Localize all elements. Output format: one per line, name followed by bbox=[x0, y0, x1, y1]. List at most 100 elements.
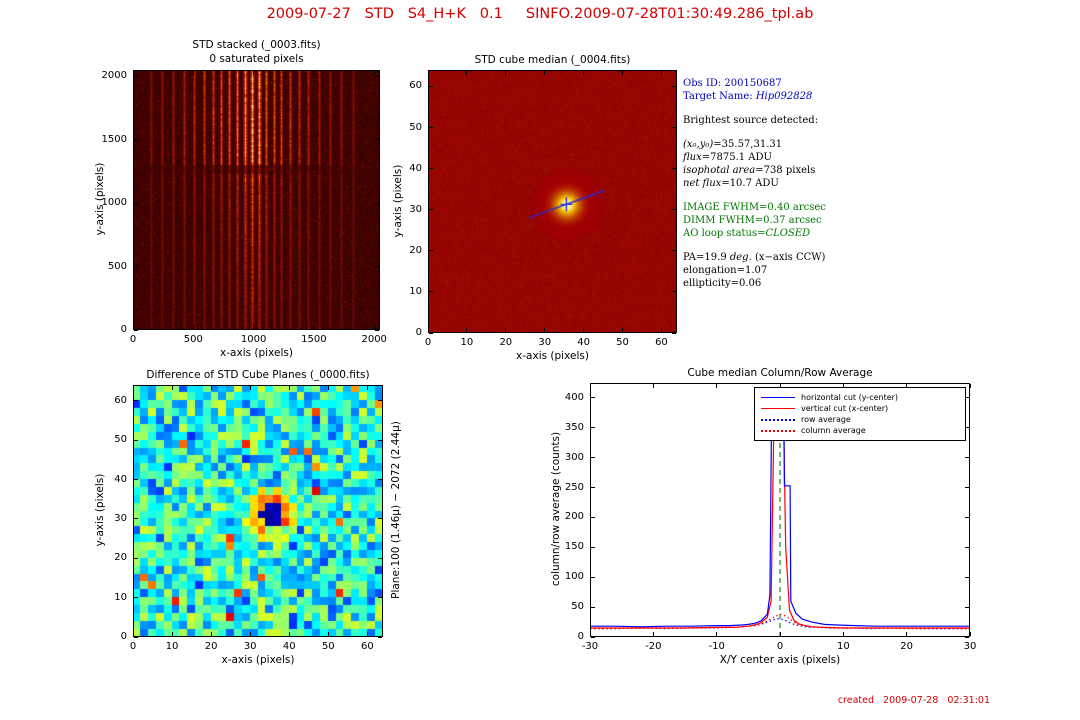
legend-row: row average bbox=[761, 414, 959, 425]
y-tick-mark bbox=[375, 329, 379, 331]
y-tick-label: 0 bbox=[415, 327, 422, 338]
y-tick-mark bbox=[378, 597, 382, 599]
x-tick-mark bbox=[544, 328, 546, 332]
y-tick-mark bbox=[134, 439, 138, 441]
y-tick-mark bbox=[134, 557, 138, 559]
y-tick-mark bbox=[672, 250, 676, 252]
legend-line-sample bbox=[761, 429, 795, 432]
x-tick-mark bbox=[132, 632, 134, 636]
x-tick-mark bbox=[249, 386, 251, 390]
y-tick-label: 40 bbox=[409, 162, 422, 174]
x-tick-mark bbox=[210, 386, 212, 390]
source-info-panel: Obs ID: 200150687 Target Name: Hip092828 B… bbox=[683, 77, 826, 290]
x-tick-mark bbox=[327, 386, 329, 390]
plane-difference-right-label: Plane:100 (1.46μ) − 2072 (2.44μ) bbox=[390, 421, 402, 599]
y-tick-mark bbox=[375, 139, 379, 141]
y-tick-label: 20 bbox=[409, 244, 422, 256]
y-tick-mark bbox=[591, 516, 595, 518]
x-tick-mark bbox=[366, 386, 368, 390]
info-text: =738 pixels bbox=[755, 165, 816, 176]
info-text: =7875.1 ADU bbox=[701, 152, 772, 163]
x-tick-label: 10 bbox=[460, 337, 474, 348]
std-stacked-xaxis-label: x-axis (pixels) bbox=[220, 347, 293, 359]
legend-row: vertical cut (x-center) bbox=[761, 403, 959, 414]
x-tick-label: 500 bbox=[183, 334, 203, 345]
y-tick-mark bbox=[965, 397, 969, 399]
x-tick-mark bbox=[466, 328, 468, 332]
y-tick-mark bbox=[375, 266, 379, 268]
y-tick-label: 100 bbox=[564, 571, 584, 583]
x-tick-mark bbox=[842, 384, 844, 388]
y-tick-label: 0 bbox=[577, 631, 584, 642]
info-text: IMAGE FWHM=0.40 arcsec bbox=[683, 202, 826, 213]
legend-label: horizontal cut (y-center) bbox=[801, 393, 899, 402]
x-tick-mark bbox=[716, 384, 718, 388]
y-tick-label: 1500 bbox=[101, 133, 127, 145]
info-text: (x−axis CCW) bbox=[751, 252, 826, 263]
y-tick-label: 500 bbox=[107, 260, 127, 272]
y-tick-mark bbox=[134, 518, 138, 520]
y-tick-mark bbox=[429, 85, 433, 87]
legend-label: vertical cut (x-center) bbox=[801, 404, 889, 413]
x-tick-mark bbox=[906, 632, 908, 636]
x-tick-mark bbox=[427, 328, 429, 332]
x-tick-mark bbox=[171, 386, 173, 390]
legend: horizontal cut (y-center) vertical cut (x… bbox=[754, 387, 966, 441]
x-tick-mark bbox=[505, 328, 507, 332]
info-text: deg. bbox=[729, 252, 752, 263]
x-tick-mark bbox=[652, 632, 654, 636]
y-tick-mark bbox=[134, 75, 138, 77]
created-timestamp: created 2009-07-28 02:31:01 bbox=[837, 695, 990, 706]
y-tick-mark bbox=[591, 397, 595, 399]
y-tick-mark bbox=[965, 606, 969, 608]
info-line bbox=[683, 127, 826, 138]
x-tick-label: 20 bbox=[900, 641, 914, 652]
y-tick-label: 50 bbox=[409, 121, 422, 133]
y-tick-label: 0 bbox=[120, 324, 127, 335]
x-tick-mark bbox=[589, 632, 591, 636]
x-tick-label: 0 bbox=[424, 337, 432, 348]
x-tick-mark bbox=[132, 325, 134, 329]
y-tick-mark bbox=[134, 139, 138, 141]
info-text: Obs ID: 200150687 bbox=[683, 78, 782, 89]
x-tick-label: 40 bbox=[577, 337, 590, 348]
legend-row: column average bbox=[761, 425, 959, 436]
x-tick-mark bbox=[373, 325, 375, 329]
plot-frame bbox=[590, 383, 970, 637]
x-tick-mark bbox=[132, 71, 134, 75]
profiles-title: Cube median Column/Row Average bbox=[687, 367, 873, 379]
info-line: Target Name: Hip092828 bbox=[683, 90, 826, 103]
info-line: PA=19.9 deg. (x−axis CCW) bbox=[683, 251, 826, 264]
info-line bbox=[683, 240, 826, 251]
legend-line-sample bbox=[761, 397, 795, 398]
x-tick-label: 1000 bbox=[240, 334, 267, 345]
info-line: DIMM FWHM=0.37 arcsec bbox=[683, 214, 826, 227]
y-tick-mark bbox=[965, 487, 969, 489]
cube-median-xaxis-label: x-axis (pixels) bbox=[516, 350, 589, 362]
x-tick-mark bbox=[660, 71, 662, 75]
x-tick-label: 30 bbox=[963, 641, 977, 652]
y-tick-mark bbox=[672, 291, 676, 293]
x-tick-mark bbox=[313, 325, 315, 329]
y-tick-mark bbox=[429, 127, 433, 129]
y-tick-mark bbox=[134, 202, 138, 204]
legend-label: row average bbox=[801, 415, 851, 424]
y-tick-label: 60 bbox=[409, 80, 422, 92]
info-text: DIMM FWHM=0.37 arcsec bbox=[683, 215, 822, 226]
info-line: IMAGE FWHM=0.40 arcsec bbox=[683, 201, 826, 214]
info-text: elongation=1.07 bbox=[683, 265, 768, 276]
x-tick-mark bbox=[192, 325, 194, 329]
y-tick-mark bbox=[965, 457, 969, 459]
info-text: AO loop status= bbox=[683, 228, 766, 239]
info-text: net flux bbox=[683, 178, 722, 189]
y-tick-mark bbox=[965, 546, 969, 548]
info-line: (x₀,y₀)=35.57,31.31 bbox=[683, 138, 826, 151]
x-tick-mark bbox=[969, 384, 971, 388]
y-tick-mark bbox=[591, 487, 595, 489]
x-tick-mark bbox=[544, 71, 546, 75]
x-tick-label: -20 bbox=[645, 641, 662, 652]
x-tick-label: 10 bbox=[165, 641, 179, 652]
info-text: Hip092828 bbox=[755, 91, 813, 102]
y-tick-mark bbox=[378, 400, 382, 402]
